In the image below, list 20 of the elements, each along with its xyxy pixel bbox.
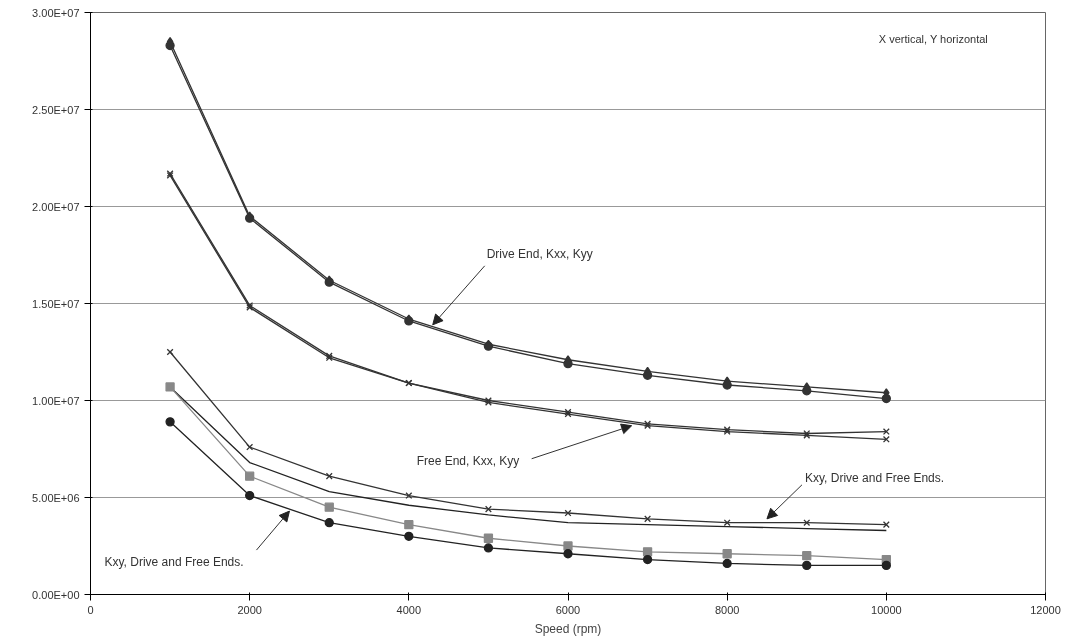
x-tick-label: 2000 <box>237 603 262 616</box>
x-tick-label: 12000 <box>1030 603 1061 616</box>
annotation: Drive End, Kxx, Kyy <box>486 246 593 261</box>
y-tick-label: 1.50E+07 <box>32 297 80 310</box>
y-tick-label: 0.00E+00 <box>32 588 80 601</box>
x-tick-label: 8000 <box>714 603 740 616</box>
annotation: Kxy, Drive and Free Ends. <box>804 470 945 485</box>
y-tick-label: 2.00E+07 <box>32 200 80 213</box>
y-tick-label: 3.00E+07 <box>32 6 80 19</box>
annotation: Free End, Kxx, Kyy <box>416 453 520 468</box>
annotation: Kxy, Drive and Free Ends. <box>104 555 244 570</box>
y-tick-label: 1.00E+07 <box>32 394 80 407</box>
x-tick-label: 6000 <box>555 603 581 616</box>
x-axis-title: Speed (rpm) <box>534 621 602 636</box>
x-tick-label: 4000 <box>396 603 422 616</box>
y-tick-label: 5.00E+06 <box>32 491 80 504</box>
x-tick-label: 10000 <box>871 603 902 616</box>
annotation: X vertical, Y horizontal <box>878 32 988 45</box>
y-tick-label: 2.50E+07 <box>32 103 80 116</box>
x-tick-label: 0 <box>87 603 94 616</box>
